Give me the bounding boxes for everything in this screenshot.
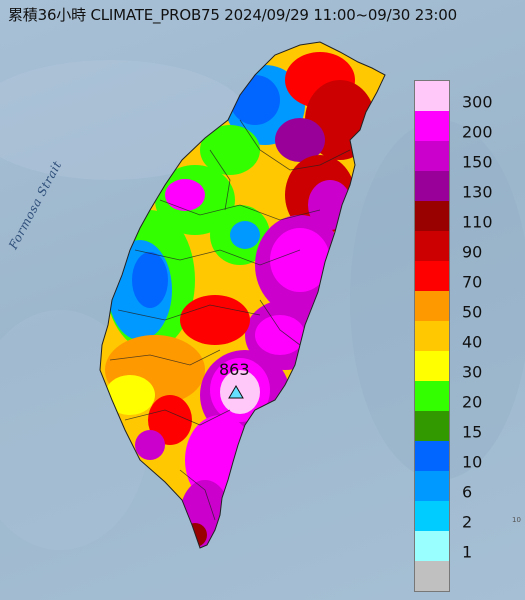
legend-label: 30 (462, 362, 483, 382)
legend-label: 150 (462, 152, 493, 172)
county-boundaries (109, 119, 351, 521)
color-legend (414, 80, 450, 592)
legend-label: 6 (462, 482, 473, 502)
legend-swatch (415, 261, 449, 291)
map-title: 累積36小時 CLIMATE_PROB75 2024/09/29 11:00~0… (8, 6, 457, 24)
legend-swatch (415, 351, 449, 381)
legend-swatch (415, 291, 449, 321)
legend-label: 50 (462, 302, 483, 322)
legend-swatch (415, 201, 449, 231)
legend-swatch (415, 111, 449, 141)
legend-label: 15 (462, 422, 483, 442)
legend-swatch (415, 321, 449, 351)
legend-label: 110 (462, 212, 493, 232)
corner-text: 10 (512, 516, 521, 524)
legend-swatch (415, 471, 449, 501)
legend-label: 200 (462, 122, 493, 142)
legend-swatch (415, 171, 449, 201)
max-value-label: 863 (219, 360, 250, 379)
legend-swatch (415, 231, 449, 261)
legend-swatch (415, 141, 449, 171)
legend-swatch (415, 561, 449, 591)
taiwan-coastline (99, 41, 386, 549)
legend-label: 40 (462, 332, 483, 352)
legend-swatch (415, 441, 449, 471)
legend-swatch (415, 531, 449, 561)
legend-swatch (415, 411, 449, 441)
legend-label: 300 (462, 92, 493, 112)
legend-label: 130 (462, 182, 493, 202)
legend-label: 20 (462, 392, 483, 412)
legend-label: 90 (462, 242, 483, 262)
legend-swatch (415, 501, 449, 531)
legend-label: 70 (462, 272, 483, 292)
legend-swatch (415, 81, 449, 111)
legend-label: 1 (462, 542, 473, 562)
max-triangle-icon (228, 385, 244, 399)
legend-label: 2 (462, 512, 473, 532)
legend-label: 10 (462, 452, 483, 472)
legend-swatch (415, 381, 449, 411)
